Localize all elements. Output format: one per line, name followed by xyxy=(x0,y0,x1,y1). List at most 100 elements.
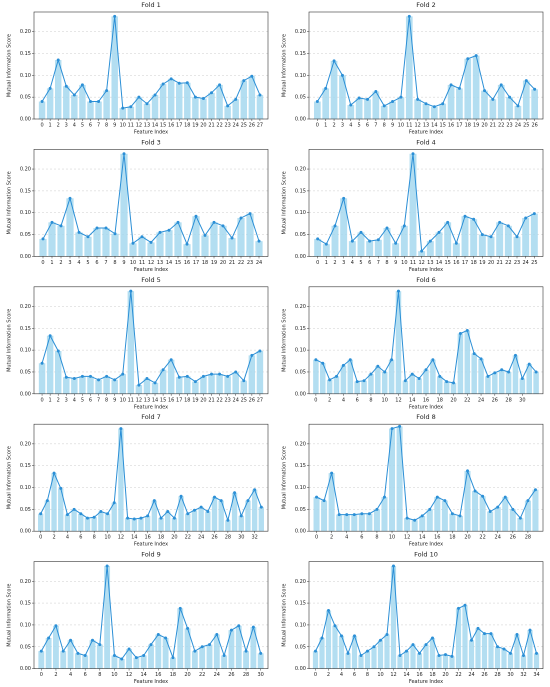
x-tick-label: 3 xyxy=(342,260,345,266)
marker xyxy=(251,625,255,629)
y-tick-label: 0.20 xyxy=(295,29,306,35)
subplot-title: Fold 2 xyxy=(416,1,436,9)
marker xyxy=(186,512,190,516)
marker xyxy=(98,643,102,647)
marker xyxy=(502,647,506,651)
bar xyxy=(339,75,346,119)
bar xyxy=(46,335,54,394)
bar xyxy=(314,101,321,119)
x-tick-label: 23 xyxy=(514,260,520,266)
bar xyxy=(167,78,175,119)
x-tick-label: 26 xyxy=(228,672,234,678)
x-tick-label: 8 xyxy=(366,672,369,678)
y-tick-label: 0.15 xyxy=(295,188,306,194)
x-tick-label: 2 xyxy=(57,123,60,129)
marker xyxy=(457,606,460,610)
marker xyxy=(405,516,409,520)
x-tick-label: 15 xyxy=(160,397,166,403)
bar xyxy=(472,491,479,532)
plot-frame xyxy=(308,286,544,395)
bar xyxy=(506,97,513,119)
marker xyxy=(210,91,214,95)
bar xyxy=(319,638,325,669)
marker xyxy=(153,93,157,97)
marker xyxy=(169,358,173,362)
bar xyxy=(219,225,227,257)
marker xyxy=(376,238,380,242)
x-tick-label: 16 xyxy=(155,672,161,678)
x-tick-label: 16 xyxy=(453,260,459,266)
x-tick-label: 0 xyxy=(314,397,317,403)
x-tick-label: 6 xyxy=(79,535,82,541)
marker xyxy=(105,374,109,378)
bar xyxy=(351,514,358,532)
y-axis-label: Mutual Information Score xyxy=(7,309,13,372)
marker xyxy=(359,230,363,234)
y-tick-label: 0.10 xyxy=(295,622,306,628)
marker xyxy=(350,239,354,243)
marker xyxy=(106,512,110,516)
y-tick-label: 0.00 xyxy=(20,391,31,397)
x-tick-label: 0 xyxy=(316,123,319,129)
x-tick-label: 6 xyxy=(366,123,369,129)
bar xyxy=(225,520,231,532)
bar xyxy=(512,355,519,394)
bar xyxy=(91,517,97,532)
marker xyxy=(396,289,400,293)
x-tick-label: 24 xyxy=(233,123,239,129)
bar xyxy=(416,653,423,669)
x-tick-label: 23 xyxy=(224,397,230,403)
x-tick-label: 23 xyxy=(247,260,253,266)
x-tick-label: 6 xyxy=(368,260,371,266)
y-axis-label: Mutual Information Score xyxy=(7,446,13,509)
y-tick-label: 0.05 xyxy=(20,507,31,513)
marker xyxy=(466,469,470,473)
x-tick-label: 26 xyxy=(211,535,217,541)
marker xyxy=(48,86,52,90)
x-tick-label: 16 xyxy=(423,397,429,403)
marker xyxy=(463,603,467,607)
y-tick-label: 0.20 xyxy=(295,579,306,585)
x-tick-label: 14 xyxy=(141,672,147,678)
bar xyxy=(131,518,137,532)
bar xyxy=(250,627,257,669)
x-tick-label: 8 xyxy=(105,123,108,129)
marker xyxy=(112,653,116,657)
bar xyxy=(213,634,220,669)
bar xyxy=(472,55,480,119)
marker xyxy=(72,377,76,381)
y-tick-label: 0.10 xyxy=(20,73,31,79)
bar xyxy=(48,222,56,257)
bar xyxy=(87,376,94,394)
marker xyxy=(185,242,189,246)
bar xyxy=(201,235,209,257)
x-tick-label: 25 xyxy=(531,260,537,266)
bar xyxy=(143,103,151,119)
marker xyxy=(52,471,56,475)
bar xyxy=(389,428,396,532)
plot-frame xyxy=(308,561,544,669)
x-tick-label: 14 xyxy=(131,535,137,541)
bar xyxy=(366,241,374,257)
marker xyxy=(392,564,395,568)
y-tick-label: 0.20 xyxy=(20,29,31,35)
marker xyxy=(437,653,441,657)
bar xyxy=(498,369,505,394)
bar xyxy=(364,651,371,669)
bar xyxy=(79,376,86,394)
x-tick-label: 12 xyxy=(404,535,410,541)
bar xyxy=(403,651,410,669)
bar xyxy=(104,565,111,669)
bar xyxy=(461,216,469,257)
x-tick-label: 12 xyxy=(418,260,424,266)
marker xyxy=(226,518,230,522)
bar xyxy=(347,359,354,394)
bar xyxy=(507,653,514,669)
marker xyxy=(210,372,214,376)
marker xyxy=(330,471,334,475)
x-tick-label: 1 xyxy=(325,260,328,266)
bar xyxy=(452,243,460,257)
y-tick-label: 0.00 xyxy=(295,391,306,397)
marker xyxy=(355,380,359,384)
bar xyxy=(208,92,215,119)
